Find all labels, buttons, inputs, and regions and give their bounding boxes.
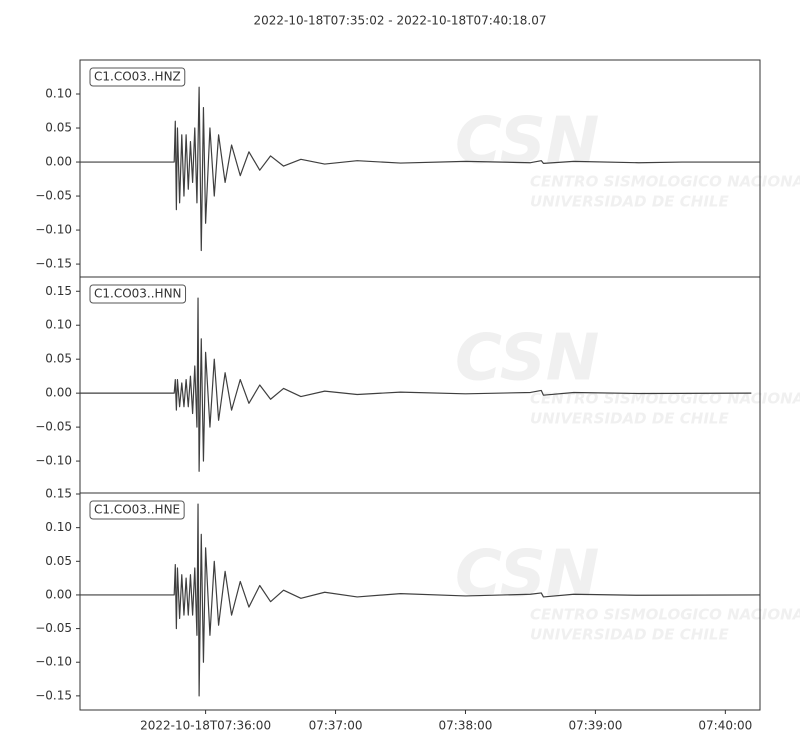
figure-title: 2022-10-18T07:35:02 - 2022-10-18T07:40:1… bbox=[254, 14, 547, 28]
y-tick-label: 0.00 bbox=[45, 587, 72, 601]
y-tick-label: 0.05 bbox=[45, 352, 72, 366]
y-tick-label: 0.05 bbox=[45, 554, 72, 568]
y-tick-label: −0.10 bbox=[35, 454, 72, 468]
y-tick-label: 0.10 bbox=[45, 520, 72, 534]
y-tick-label: 0.15 bbox=[45, 487, 72, 501]
x-tick-label: 07:37:00 bbox=[309, 719, 363, 733]
waveform bbox=[80, 86, 760, 252]
x-tick-label: 07:40:00 bbox=[698, 719, 752, 733]
watermark-text: UNIVERSIDAD DE CHILE bbox=[530, 193, 729, 211]
trace-label: C1.CO03..HNE bbox=[94, 503, 180, 517]
trace-label-box bbox=[89, 500, 185, 520]
watermark-logo: CSN bbox=[455, 322, 599, 396]
waveform bbox=[80, 297, 752, 472]
watermark-text: CENTRO SISMOLOGICO NACIONAL bbox=[530, 606, 800, 624]
trace-label-box bbox=[89, 67, 186, 87]
y-tick-label: 0.05 bbox=[45, 121, 72, 135]
y-tick-label: −0.05 bbox=[35, 420, 72, 434]
y-tick-label: −0.05 bbox=[35, 189, 72, 203]
y-tick-label: 0.00 bbox=[45, 386, 72, 400]
x-tick-label: 07:38:00 bbox=[439, 719, 493, 733]
y-tick-label: −0.15 bbox=[35, 257, 72, 271]
y-tick-label: 0.10 bbox=[45, 318, 72, 332]
waveform bbox=[80, 503, 761, 697]
y-tick-label: −0.10 bbox=[35, 223, 72, 237]
trace-label: C1.CO03..HNZ bbox=[94, 70, 181, 84]
watermark-text: UNIVERSIDAD DE CHILE bbox=[530, 410, 729, 428]
watermark-text: UNIVERSIDAD DE CHILE bbox=[530, 626, 729, 644]
y-tick-label: −0.15 bbox=[35, 688, 72, 702]
watermark-text: CENTRO SISMOLOGICO NACIONAL bbox=[530, 390, 800, 408]
y-tick-label: 0.10 bbox=[45, 87, 72, 101]
y-tick-label: 0.15 bbox=[45, 284, 72, 298]
trace-label-box bbox=[89, 284, 187, 304]
watermark-text: CENTRO SISMOLOGICO NACIONAL bbox=[530, 173, 800, 191]
y-tick-label: −0.05 bbox=[35, 621, 72, 635]
y-tick-label: −0.10 bbox=[35, 655, 72, 669]
trace-label: C1.CO03..HNN bbox=[94, 287, 182, 301]
axes-frame bbox=[79, 492, 761, 711]
x-tick-label: 2022-10-18T07:36:00 bbox=[140, 719, 271, 733]
watermark-logo: CSN bbox=[455, 538, 599, 612]
axes-frame bbox=[79, 59, 761, 278]
y-tick-label: 0.00 bbox=[45, 155, 72, 169]
watermark-logo: CSN bbox=[455, 105, 599, 179]
x-tick-label: 07:39:00 bbox=[568, 719, 622, 733]
